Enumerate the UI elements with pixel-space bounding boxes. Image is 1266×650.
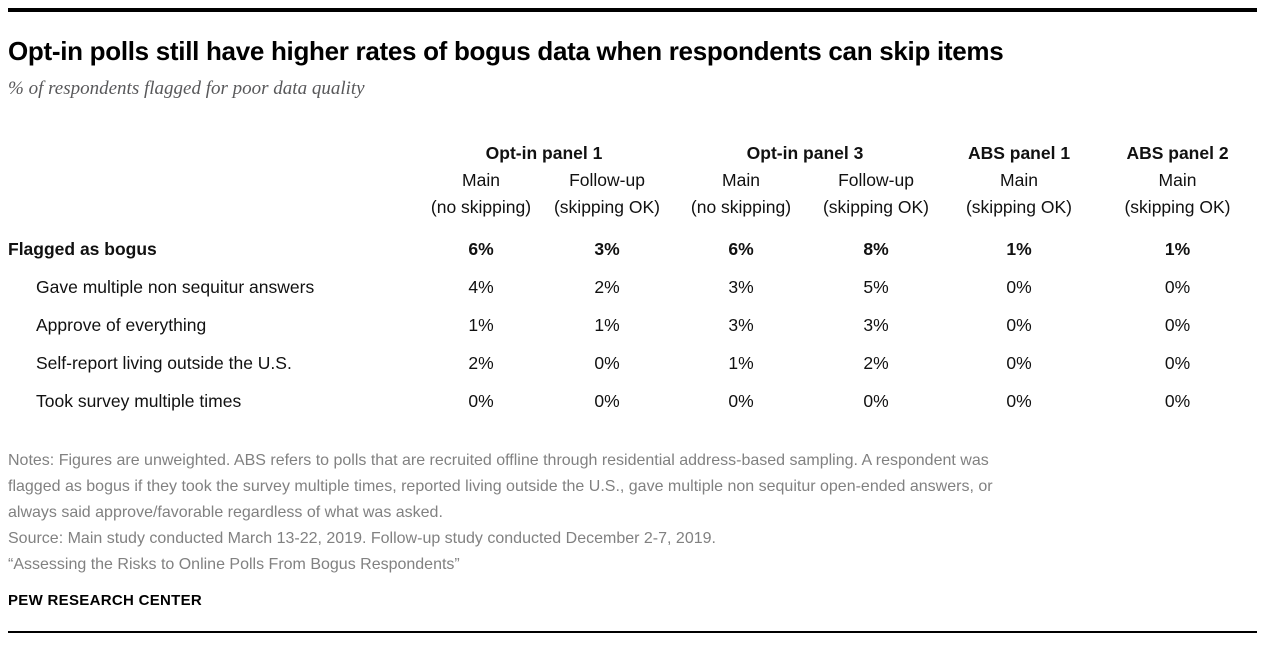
value-cell: 0% [594,352,620,373]
footnotes-block: Notes: Figures are unweighted. ABS refer… [8,448,1257,578]
wave-header: Main [462,170,500,190]
value-cell: 3% [863,314,889,335]
value-cell: 5% [863,276,889,297]
value-cell: 8% [863,239,889,259]
value-cell: 2% [863,352,889,373]
skipping-note: (skipping OK) [1124,197,1231,217]
chart-subtitle: % of respondents flagged for poor data q… [8,78,365,99]
wave-header: Main [1000,170,1038,190]
value-cell: 1% [1006,239,1032,259]
pew-research-center-wordmark: PEW RESEARCH CENTER [8,592,203,609]
value-cell: 3% [728,276,754,297]
wave-header-row: Main Follow-up Main Follow-up Main Main [8,164,1257,191]
empty-cell [8,191,418,218]
table-row-outside-us: Self-report living outside the U.S. 2% 0… [8,344,1257,382]
wave-header: Main [1158,170,1197,190]
empty-cell [8,164,418,191]
group-header-optin-panel-1: Opt-in panel 1 [485,143,603,163]
row-label: Self-report living outside the U.S. [36,352,292,373]
value-cell: 0% [468,390,494,411]
value-cell: 0% [1006,352,1032,373]
table-row-flagged-as-bogus: Flagged as bogus 6% 3% 6% 8% 1% 1% [8,218,1257,268]
value-cell: 0% [1164,314,1191,335]
value-cell: 0% [1164,352,1191,373]
value-cell: 3% [594,239,620,259]
table-row-approve-everything: Approve of everything 1% 1% 3% 3% 0% 0% [8,306,1257,344]
value-cell: 2% [594,276,620,297]
value-cell: 1% [728,352,754,373]
wave-header: Follow-up [569,170,645,190]
source-text: Source: Main study conducted March 13-22… [8,530,716,547]
value-cell: 1% [594,314,620,335]
skipping-note: (skipping OK) [965,197,1072,217]
value-cell: 0% [1006,390,1032,411]
skipping-note: (no skipping) [690,197,792,217]
report-title: “Assessing the Risks to Online Polls Fro… [8,556,460,573]
value-cell: 1% [468,314,494,335]
group-header-optin-panel-3: Opt-in panel 3 [746,143,864,163]
value-cell: 6% [468,239,494,259]
value-cell: 0% [1164,390,1191,411]
wave-header: Main [722,170,760,190]
table-row-multiple-times: Took survey multiple times 0% 0% 0% 0% 0… [8,382,1257,420]
row-label: Gave multiple non sequitur answers [36,276,315,297]
value-cell: 0% [594,390,620,411]
table-row-non-sequitur: Gave multiple non sequitur answers 4% 2%… [8,268,1257,306]
data-quality-table: Opt-in panel 1 Opt-in panel 3 ABS panel … [8,134,1257,420]
value-cell: 0% [1006,276,1032,297]
empty-corner-cell [8,134,418,164]
value-cell: 2% [468,352,494,373]
skipping-note: (skipping OK) [553,197,660,217]
notes-text: Notes: Figures are unweighted. ABS refer… [8,452,993,521]
row-label: Took survey multiple times [36,390,242,411]
top-rule [8,8,1257,12]
group-header-abs-panel-1: ABS panel 1 [967,143,1071,163]
value-cell: 6% [728,239,754,259]
value-cell: 0% [863,390,889,411]
skipping-note-row: (no skipping) (skipping OK) (no skipping… [8,191,1257,218]
value-cell: 0% [1006,314,1032,335]
skipping-note: (no skipping) [430,197,532,217]
wave-header: Follow-up [838,170,914,190]
group-header-abs-panel-2: ABS panel 2 [1126,143,1229,163]
skipping-note: (skipping OK) [822,197,929,217]
value-cell: 0% [1164,276,1191,297]
value-cell: 3% [728,314,754,335]
bottom-rule [8,631,1257,633]
value-cell: 0% [728,390,754,411]
chart-title: Opt-in polls still have higher rates of … [8,36,1004,66]
value-cell: 4% [468,276,494,297]
row-label: Flagged as bogus [8,239,157,259]
panel-group-header-row: Opt-in panel 1 Opt-in panel 3 ABS panel … [8,134,1257,164]
row-label: Approve of everything [36,314,207,335]
value-cell: 1% [1164,239,1191,259]
